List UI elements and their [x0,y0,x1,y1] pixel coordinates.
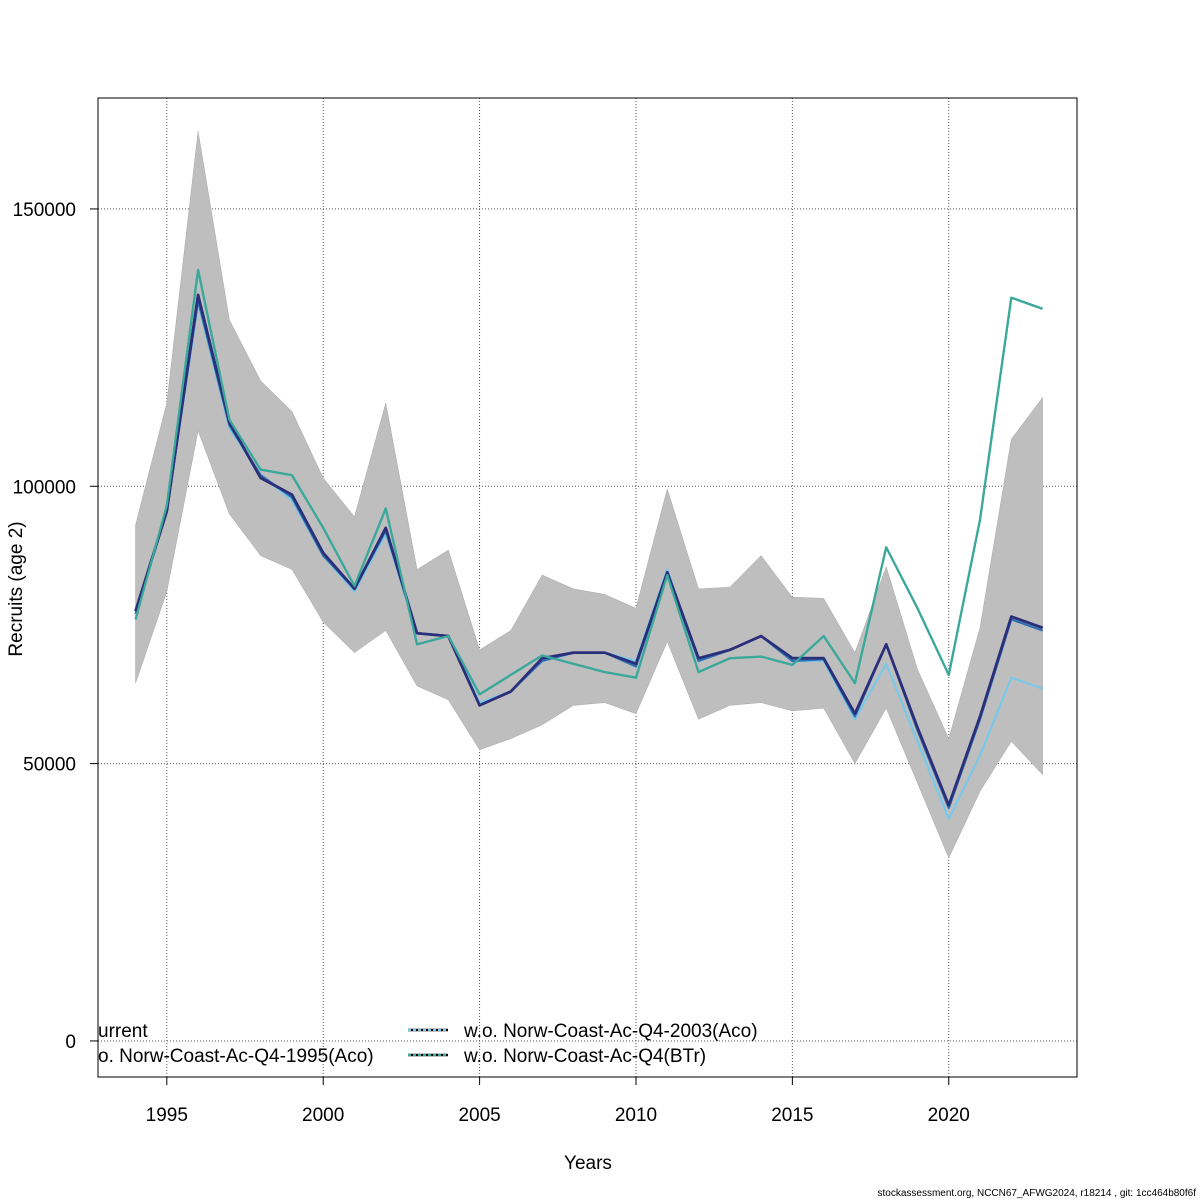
x-tick-label: 1995 [146,1105,188,1126]
x-tick-label: 2015 [771,1105,813,1126]
series-lines-layer [134,268,1044,821]
y-axis-label: Recruits (age 2) [6,521,27,656]
confidence-band-layer [135,131,1043,859]
legend-label: urrent [98,1021,148,1042]
y-tick-label: 150000 [13,200,76,221]
legend-label: o. Norw-Coast-Ac-Q4-1995(Aco) [98,1046,374,1067]
x-tick-label: 2005 [458,1105,500,1126]
y-tick-label: 100000 [13,477,76,498]
x-axis-label: Years [564,1153,612,1174]
x-tick-label: 2000 [302,1105,344,1126]
series-line-current-overlay [134,293,1044,807]
confidence-band [135,131,1043,859]
x-axis: 1995 2000 2005 2010 2015 2020 [146,1076,970,1126]
x-tick-label: 2020 [928,1105,970,1126]
footer-credit: stockassessment.org, NCCN67_AFWG2024, r1… [878,1188,1197,1199]
grid-lines [98,98,1077,1077]
series-line-btr-overlay [134,268,1043,696]
legend-label: w.o. Norw-Coast-Ac-Q4(BTr) [463,1046,706,1067]
y-tick-label: 50000 [23,755,76,776]
y-tick-label: 0 [65,1032,76,1053]
legend-label: w.o. Norw-Coast-Ac-Q4-2003(Aco) [463,1021,758,1042]
x-tick-label: 2010 [615,1105,657,1126]
y-axis: 0 50000 100000 150000 [13,200,99,1053]
legend: urrent o. Norw-Coast-Ac-Q4-1995(Aco) w.o. … [98,1021,758,1067]
plot-frame [97,97,1078,1078]
